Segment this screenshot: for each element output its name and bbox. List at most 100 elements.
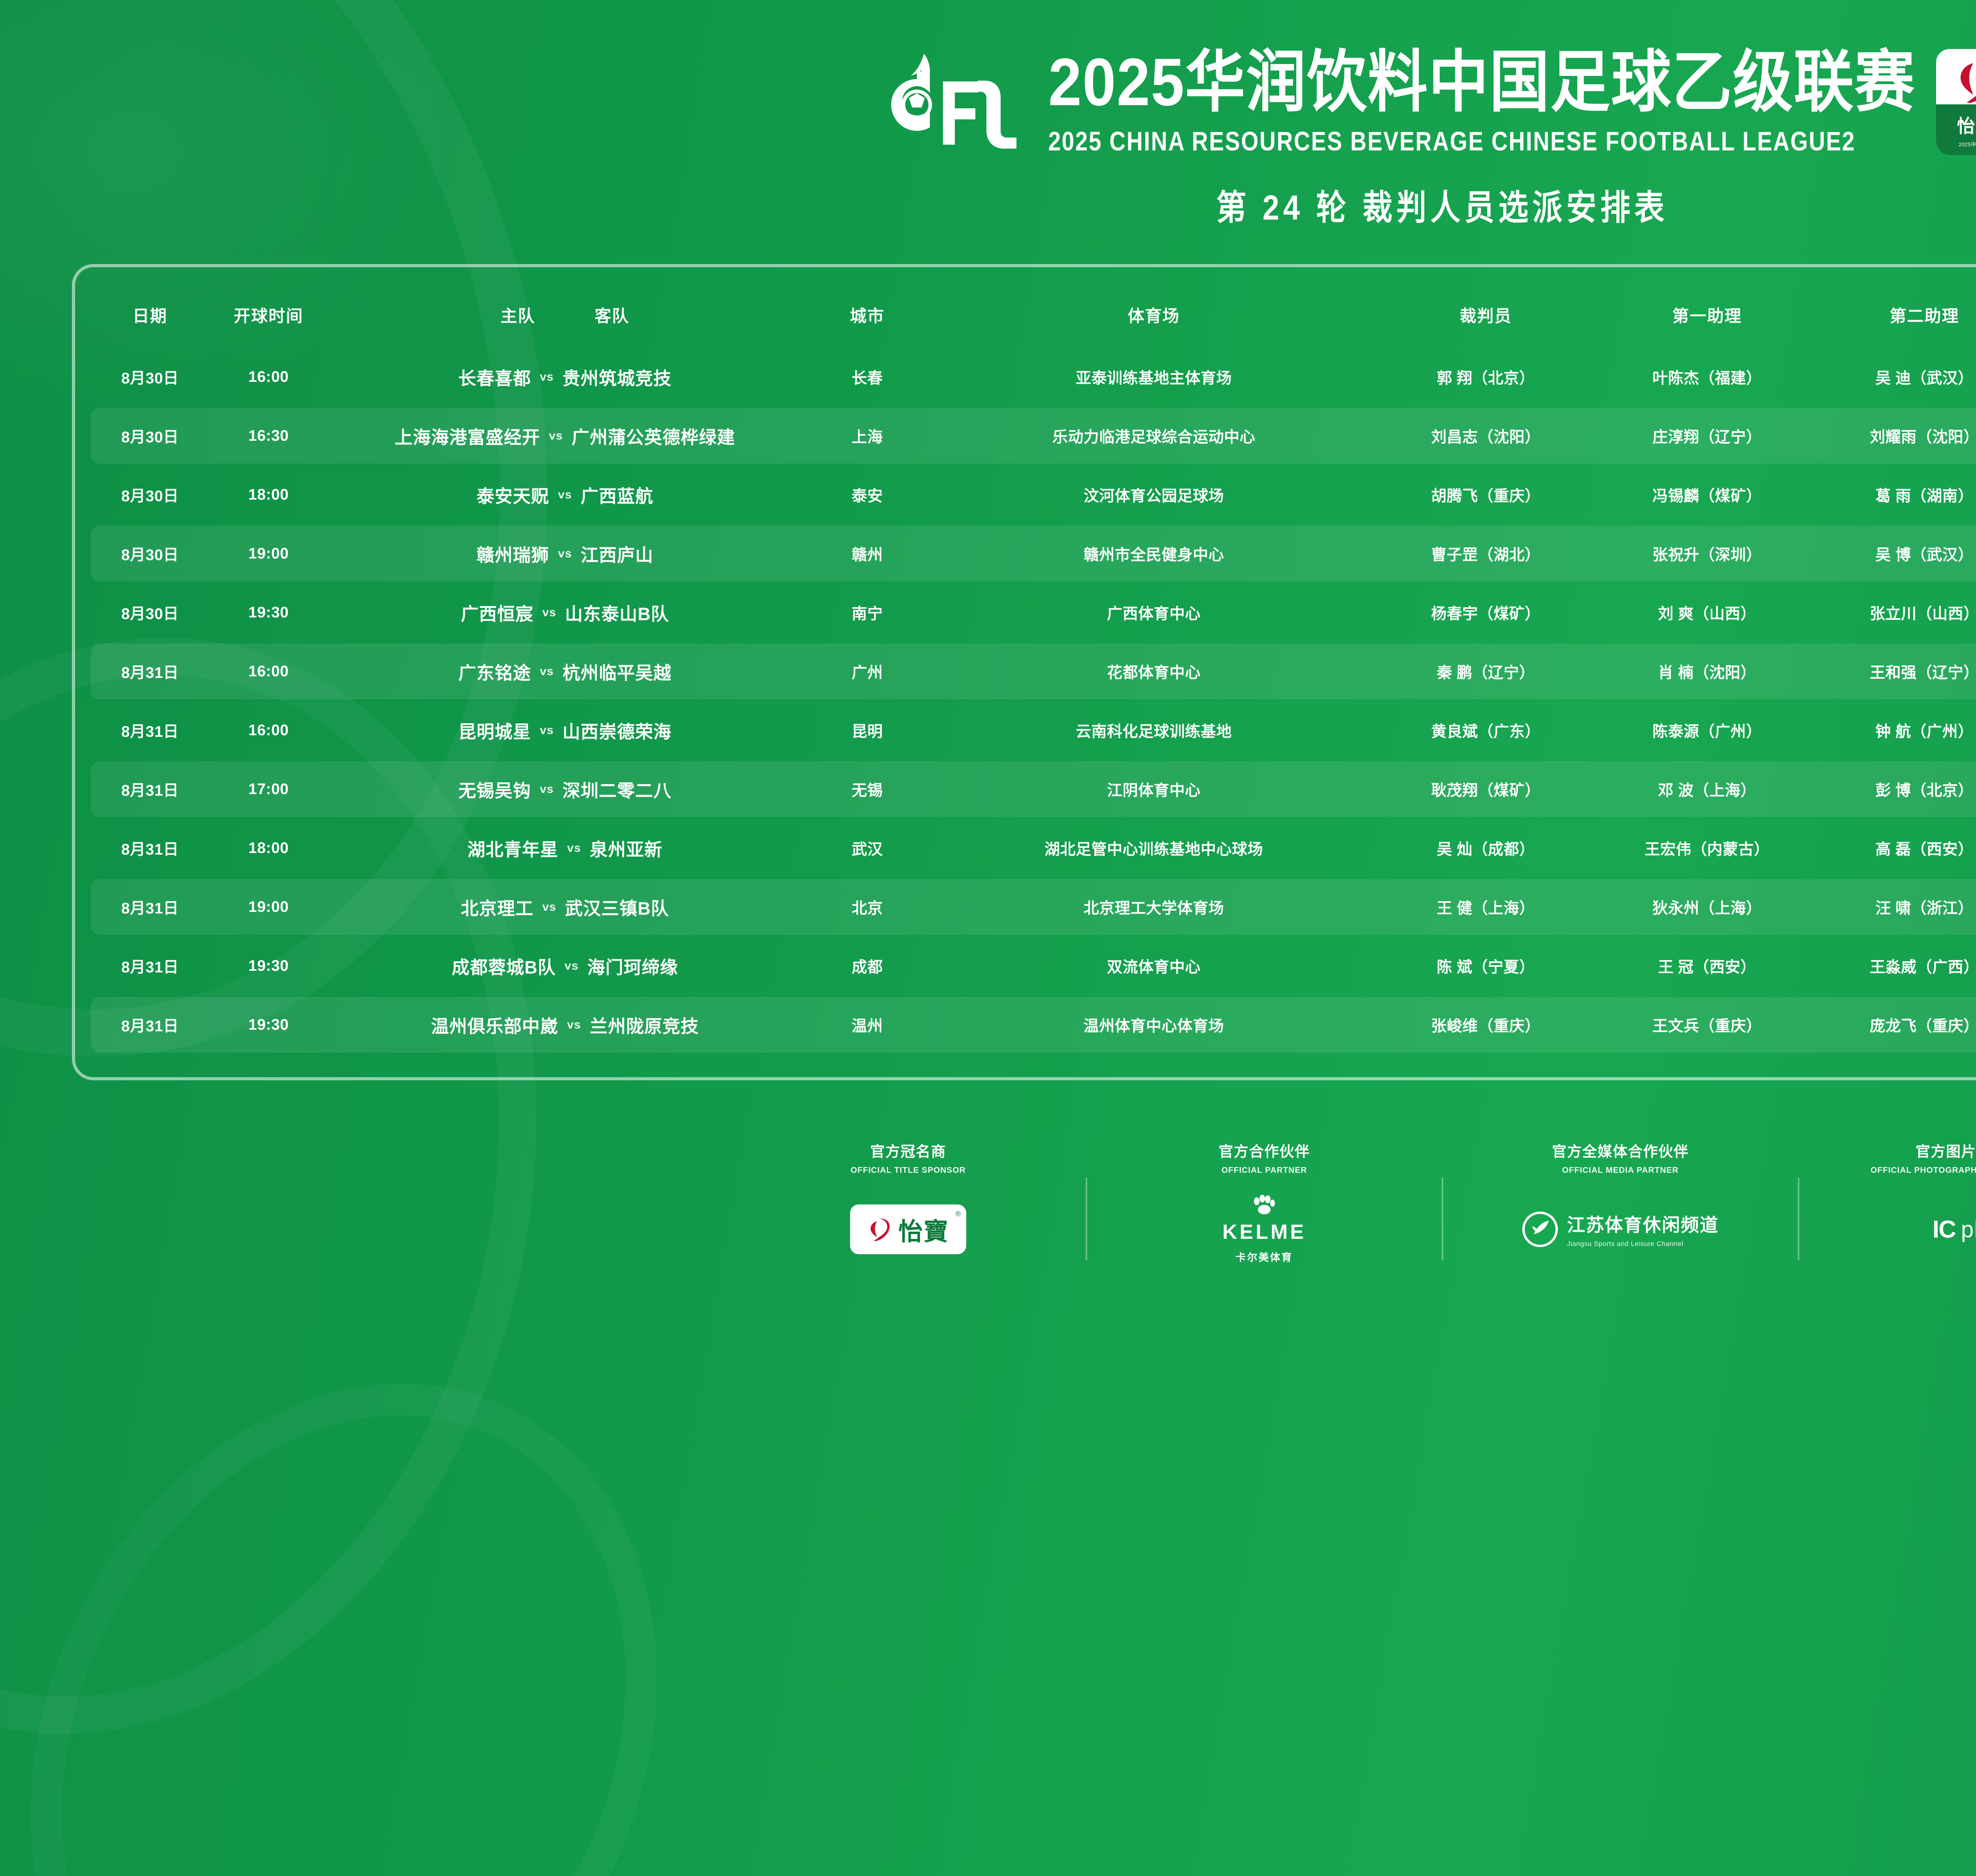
- title-text-block: 2025华润饮料中国足球乙级联赛 2025 CHINA RESOURCES BE…: [1048, 45, 1915, 157]
- cfl-league-logo-icon: [891, 54, 1017, 149]
- cell-assistant-2: 汪 啸（浙江）: [1818, 879, 1976, 935]
- cell-venue: 云南科化足球训练基地: [1075, 723, 1232, 740]
- sponsor-label-cn: 官方冠名商: [870, 1144, 947, 1160]
- yibao-badge-sub: 2025中乙联赛: [1959, 141, 1976, 147]
- cell-assistant-2: 王淼威（广西）: [1870, 959, 1976, 976]
- cell-city: 泰安: [851, 487, 883, 505]
- away-team: 贵州筑城竞技: [562, 368, 672, 389]
- sponsor-label-en: OFFICIAL MEDIA PARTNER: [1562, 1166, 1679, 1175]
- cell-assistant-2: 葛 雨（湖南）: [1875, 487, 1974, 505]
- sponsor-block-media-partner: 官方全媒体合作伙伴 OFFICIAL MEDIA PARTNER 江苏体育休闲频…: [1443, 1140, 1798, 1259]
- page-title-en: 2025 CHINA RESOURCES BEVERAGE CHINESE FO…: [1048, 126, 1856, 157]
- col-header-match: 主队 客队: [328, 282, 802, 346]
- cell-venue: 汶河体育公园足球场: [1083, 487, 1224, 505]
- cell-venue: 温州体育中心体育场: [932, 997, 1375, 1053]
- footer-divider-3: [1797, 1178, 1799, 1261]
- cell-kickoff-time: 19:30: [248, 604, 289, 621]
- cell-match: 泰安天贶 vs 广西蓝航: [328, 467, 802, 523]
- table-row: 8月31日 16:00 昆明城星 vs 山西崇德荣海 昆明 云南科化足球训练基地 黄良斌（广东…: [91, 702, 1976, 758]
- vs-label: vs: [558, 547, 572, 560]
- vs-label: vs: [558, 488, 572, 501]
- cell-city: 南宁: [851, 605, 883, 623]
- cell-referee: 胡腾飞（重庆）: [1431, 487, 1540, 505]
- cell-assistant-2: 庞龙飞（重庆）: [1818, 997, 1976, 1053]
- cell-city: 温州: [802, 997, 933, 1053]
- cell-date: 8月30日: [121, 487, 179, 505]
- yibao-footer-name: 怡寶: [898, 1218, 949, 1246]
- cell-venue: 江阴体育中心: [932, 761, 1375, 817]
- home-team: 长春喜都: [458, 368, 531, 389]
- table-row: 8月31日 19:00 北京理工 vs 武汉三镇B队 北京 北京理工大学体育场王 健（上海）…: [91, 879, 1976, 935]
- sponsor-label-en: OFFICIAL PARTNER: [1221, 1166, 1307, 1175]
- yibao-badge-green-band: 怡寶 2025中乙联赛: [1936, 104, 1976, 155]
- home-team: 湖北青年星: [467, 840, 558, 860]
- yibao-footer-logo-icon: 怡寶 ®: [850, 1200, 967, 1259]
- cell-referee: 杨春宇（煤矿）: [1431, 605, 1540, 623]
- cell-match: 赣州瑞狮 vs 江西庐山: [328, 526, 802, 581]
- home-team: 昆明城星: [458, 722, 531, 742]
- cell-referee: 陈 斌（宁夏）: [1437, 959, 1535, 976]
- cell-match: 湖北青年星 vs 泉州亚新: [328, 820, 802, 876]
- away-team: 泉州亚新: [590, 840, 663, 860]
- cell-referee: 曹子罡（湖北）: [1375, 526, 1597, 581]
- home-team: 成都蓉城B队: [452, 957, 556, 978]
- kelme-name-cn: 卡尔美体育: [1235, 1251, 1293, 1263]
- col-header-city: 城市: [850, 307, 885, 325]
- cell-venue: 广西体育中心: [1107, 605, 1201, 623]
- col-header-kickoff: 开球时间: [234, 307, 304, 325]
- icphoto-word: photo: [1961, 1216, 1976, 1242]
- away-team: 江西庐山: [581, 545, 654, 565]
- sponsor-label-en: OFFICIAL TITLE SPONSOR: [850, 1166, 966, 1175]
- yibao-swirl-icon: [1960, 63, 1976, 103]
- home-team: 北京理工: [461, 898, 534, 919]
- cell-venue: 亚泰训练基地主体育场: [1075, 370, 1232, 387]
- cell-assistant-2: 高 磊（西安）: [1875, 841, 1974, 858]
- decorative-swoosh-5: [0, 1278, 775, 1876]
- col-header-referee: 裁判员: [1459, 307, 1512, 325]
- yibao-badge-name: 怡寶: [1957, 115, 1976, 136]
- col-header-date: 日期: [132, 307, 168, 325]
- vs-label: vs: [564, 959, 579, 972]
- cell-assistant-1: 张祝升（深圳）: [1596, 526, 1818, 581]
- away-team: 广西蓝航: [581, 486, 654, 506]
- footer-divider-2: [1441, 1178, 1443, 1261]
- home-team: 赣州瑞狮: [476, 545, 549, 565]
- jiangsu-channel-name: 江苏体育休闲频道: [1567, 1215, 1719, 1235]
- away-team: 山东泰山B队: [565, 604, 669, 624]
- table-row: 8月31日 16:00 广东铭途 vs 杭州临平吴越 广州 花都体育中心秦 鹏（辽宁）肖 楠…: [91, 644, 1976, 699]
- cell-venue: 北京理工大学体育场: [932, 879, 1375, 935]
- col-header-away: 客队: [594, 307, 630, 325]
- home-team: 泰安天贶: [476, 486, 549, 506]
- cell-venue: 双流体育中心: [1107, 959, 1201, 976]
- cell-kickoff-time: 19:00: [209, 526, 328, 581]
- cell-match: 长春喜都 vs 贵州筑城竞技: [328, 349, 802, 405]
- cell-assistant-1: 冯锡麟（煤矿）: [1652, 487, 1762, 505]
- yibao-sponsor-badge: 怡寶 2025中乙联赛: [1936, 49, 1976, 155]
- cell-kickoff-time: 19:30: [209, 997, 328, 1053]
- table-row: 8月30日 16:00 长春喜都 vs 贵州筑城竞技 长春 亚泰训练基地主体育场 郭 翔（北京…: [91, 349, 1976, 405]
- sponsor-footer: 官方冠名商 OFFICIAL TITLE SPONSOR 怡寶 ® 官方合作伙伴…: [731, 1140, 1976, 1263]
- cell-venue: 花都体育中心: [932, 644, 1375, 699]
- sponsor-label-cn: 官方图片合作机构: [1916, 1144, 1976, 1160]
- table-row: 8月30日 19:30 广西恒宸 vs 山东泰山B队 南宁 广西体育中心 杨春宇（煤矿） 刘 爽…: [91, 585, 1976, 640]
- cell-match: 昆明城星 vs 山西崇德荣海: [328, 702, 802, 758]
- icphoto-logo-icon: IC photo: [1933, 1200, 1976, 1259]
- cell-match: 成都蓉城B队 vs 海门珂缔缘: [328, 938, 802, 994]
- cell-kickoff-time: 16:00: [248, 368, 289, 385]
- yibao-swirl-icon-footer: [871, 1218, 890, 1241]
- away-team: 海门珂缔缘: [587, 957, 678, 978]
- home-team: 温州俱乐部中崴: [431, 1016, 558, 1036]
- cell-city: 北京: [802, 879, 933, 935]
- sponsor-label-cn: 官方合作伙伴: [1218, 1144, 1310, 1160]
- cell-match: 无锡吴钩 vs 深圳二零二八: [328, 761, 802, 817]
- sponsor-label-cn: 官方全媒体合作伙伴: [1552, 1144, 1689, 1160]
- cell-date: 8月31日: [91, 879, 209, 935]
- away-team: 兰州陇原竞技: [590, 1016, 699, 1036]
- table-row: 8月31日 19:30 温州俱乐部中崴 vs 兰州陇原竞技 温州 温州体育中心体育场 张峻维（…: [91, 997, 1976, 1053]
- cell-venue: 乐动力临港足球综合运动中心: [932, 408, 1375, 464]
- cell-match: 广西恒宸 vs 山东泰山B队: [328, 585, 802, 640]
